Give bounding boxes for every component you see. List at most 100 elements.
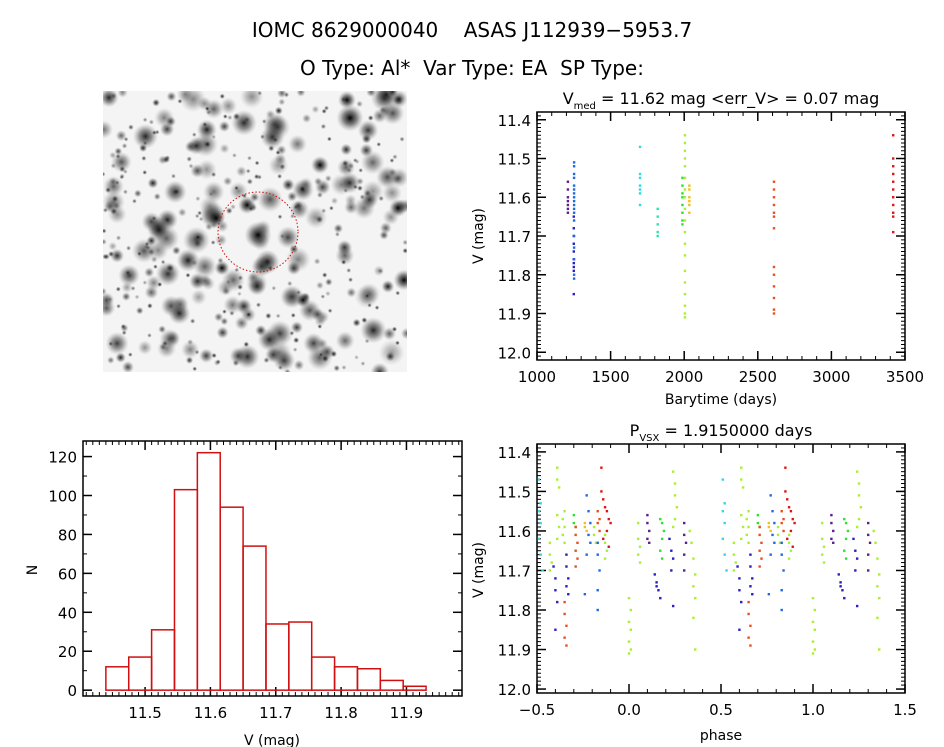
data-point: [548, 541, 552, 545]
data-point: [684, 541, 688, 545]
star: [222, 114, 228, 119]
star: [133, 189, 142, 198]
data-point: [723, 553, 726, 556]
star: [142, 280, 148, 286]
star: [105, 331, 129, 355]
data-point: [776, 525, 780, 529]
y-tick-label: 11.6: [498, 189, 531, 207]
data-point: [592, 533, 596, 537]
data-point: [857, 517, 861, 521]
star: [333, 364, 341, 372]
data-point: [772, 196, 776, 199]
star: [395, 340, 400, 346]
star: [108, 250, 115, 258]
star: [335, 331, 355, 351]
data-point: [572, 258, 576, 261]
data-point: [671, 604, 675, 608]
star: [115, 235, 122, 241]
star: [338, 172, 361, 194]
data-point: [594, 541, 598, 545]
data-point: [892, 188, 895, 191]
data-point: [749, 565, 752, 568]
data-point: [830, 513, 833, 517]
data-point: [572, 188, 576, 191]
star: [211, 134, 217, 140]
star: [333, 223, 344, 234]
data-point: [683, 141, 687, 145]
series-ygreen: [592, 525, 782, 545]
histogram-bar: [105, 666, 130, 691]
star: [145, 245, 151, 251]
data-point: [892, 134, 895, 137]
data-point: [572, 521, 575, 525]
star: [165, 263, 175, 273]
star: [247, 276, 267, 296]
star: [216, 279, 234, 297]
data-point: [572, 242, 575, 245]
star: [323, 105, 330, 111]
star: [235, 165, 247, 177]
star: [367, 115, 374, 121]
y-tick-label: 12.0: [498, 681, 531, 699]
data-point: [637, 537, 640, 541]
data-point: [637, 553, 640, 556]
series-ygreen: [603, 533, 793, 560]
star: [195, 196, 201, 202]
data-point: [749, 585, 752, 588]
data-point: [600, 490, 603, 493]
star: [214, 233, 228, 247]
data-point: [605, 509, 609, 513]
data-point: [596, 509, 599, 513]
data-point: [572, 246, 576, 249]
data-point: [662, 529, 666, 533]
star: [181, 340, 200, 359]
data-point: [736, 565, 739, 568]
star: [261, 118, 267, 124]
y-tick-label: 11.4: [498, 444, 531, 462]
data-point: [572, 176, 576, 180]
data-point: [811, 640, 815, 643]
data-point: [772, 180, 776, 183]
star: [203, 99, 224, 119]
data-point: [683, 312, 687, 315]
star: [279, 163, 286, 170]
data-point: [657, 589, 660, 592]
star: [109, 151, 117, 159]
data-point: [567, 577, 570, 580]
data-point: [629, 608, 633, 612]
data-point: [787, 541, 791, 545]
data-point: [738, 628, 741, 631]
data-point: [854, 569, 857, 572]
data-point: [892, 165, 895, 168]
data-point: [541, 569, 544, 572]
star: [330, 197, 339, 205]
data-point: [646, 537, 649, 541]
star: [150, 255, 158, 263]
data-point: [780, 553, 783, 556]
histogram-bar: [242, 545, 267, 691]
data-point: [772, 211, 776, 214]
star: [385, 351, 396, 362]
star: [311, 105, 320, 114]
star: [231, 152, 237, 158]
data-point: [563, 600, 566, 604]
star: [376, 141, 382, 147]
data-point: [855, 557, 859, 560]
data-point: [565, 624, 568, 628]
data-point: [782, 569, 785, 572]
bright-star: [214, 260, 230, 276]
star: [122, 189, 128, 195]
data-point: [694, 573, 697, 576]
star: [198, 348, 214, 364]
star: [366, 91, 377, 98]
data-point: [556, 537, 559, 541]
x-tick-label: 11.7: [259, 704, 292, 722]
data-point: [844, 521, 848, 525]
data-point: [574, 533, 577, 537]
data-point: [773, 541, 776, 545]
data-point: [627, 596, 631, 600]
data-point: [769, 529, 772, 533]
series-ygreen: [548, 541, 737, 572]
star: [277, 214, 283, 220]
star: [279, 233, 286, 239]
